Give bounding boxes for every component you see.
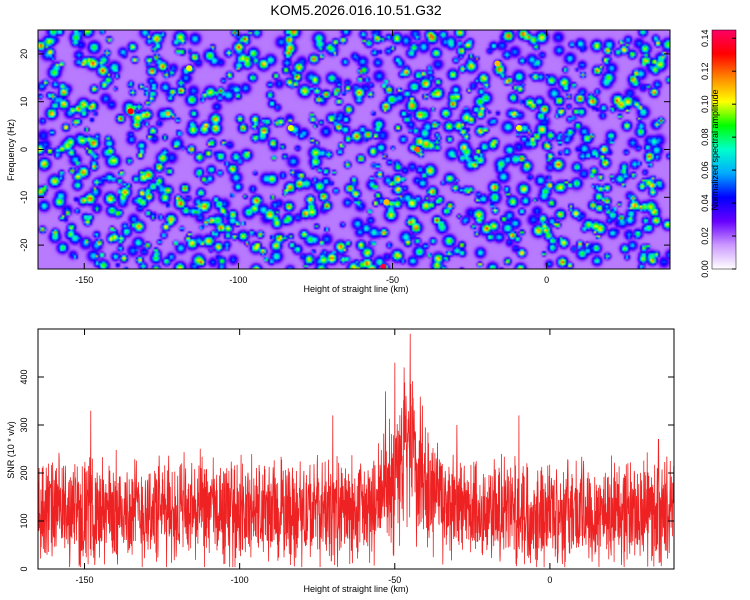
colorbar-tick-label: 0.12: [700, 62, 710, 80]
colorbar-gradient: [711, 29, 737, 270]
heatmap-xtick-label: -150: [75, 275, 93, 285]
snr-ytick-label: 100: [19, 513, 29, 528]
snr-ytick-label: 400: [19, 369, 29, 384]
colorbar-tick-label: 0.00: [700, 260, 710, 278]
heatmap-y-label: Frequency (Hz): [6, 119, 16, 181]
heatmap-peak-5: [494, 60, 501, 67]
heatmap-image: [38, 30, 670, 269]
heatmap-y-axis: -20 -10 0 10 20: [19, 49, 670, 252]
heatmap-ytick-label: 0: [19, 147, 29, 152]
heatmap-peak-6: [186, 65, 193, 72]
colorbar-tick-label: 0.04: [700, 194, 710, 212]
heatmap-x-label: Height of straight line (km): [303, 284, 408, 294]
heatmap-xtick-label: -50: [386, 275, 399, 285]
heatmap-peak-3: [414, 146, 421, 153]
snr-y-axis: 0 100 200 300 400: [19, 369, 674, 572]
heatmap-peak-4: [383, 199, 390, 206]
snr-ytick-label: 300: [19, 417, 29, 432]
snr-y-label: SNR (10 * v/v): [6, 421, 16, 479]
snr-xtick-label: -100: [231, 575, 249, 585]
snr-series-line: [38, 333, 674, 568]
heatmap-ytick-label: 20: [19, 49, 29, 59]
colorbar-tick-label: 0.06: [700, 161, 710, 179]
colorbar-label: Normalized spectral amplitude: [710, 89, 720, 210]
snr-xtick-label: 0: [547, 575, 552, 585]
snr-xtick-label: -150: [76, 575, 94, 585]
colorbar-tick-label: 0.08: [700, 128, 710, 146]
heatmap-xtick-label: -100: [229, 275, 247, 285]
heatmap-peak-8: [515, 124, 522, 131]
snr-x-label: Height of straight line (km): [303, 584, 408, 594]
snr-ytick-label: 200: [19, 465, 29, 480]
snr-panel: -150 -100 -50 0 0 100 200 300 400 Height of str…: [6, 328, 675, 594]
colorbar-tick-label: 0.14: [700, 29, 710, 47]
heatmap-ytick-label: -20: [19, 239, 29, 252]
chart-title: KOM5.2026.016.10.51.G32: [270, 2, 441, 18]
colorbar: 0.00 0.02 0.04 0.06 0.08 0.10 0.12 0.14 Normali…: [700, 29, 737, 278]
heatmap-peak-7: [287, 124, 294, 131]
snr-xtick-label: -50: [388, 575, 401, 585]
snr-ytick-label: 0: [19, 566, 29, 571]
heatmap-peak-2: [127, 108, 134, 115]
colorbar-axis: 0.00 0.02 0.04 0.06 0.08 0.10 0.12 0.14: [700, 29, 736, 278]
heatmap-ytick-label: -10: [19, 191, 29, 204]
heatmap-peak-1: [380, 263, 387, 269]
snr-x-axis: -150 -100 -50 0: [76, 329, 552, 585]
snr-frame: [37, 328, 675, 570]
heatmap-x-axis: -150 -100 -50 0: [75, 30, 549, 285]
colorbar-tick-label: 0.02: [700, 227, 710, 245]
colorbar-tick-label: 0.10: [700, 95, 710, 113]
heatmap-xtick-label: 0: [544, 275, 549, 285]
heatmap-ytick-label: 10: [19, 97, 29, 107]
heatmap-peaks: [127, 60, 522, 269]
